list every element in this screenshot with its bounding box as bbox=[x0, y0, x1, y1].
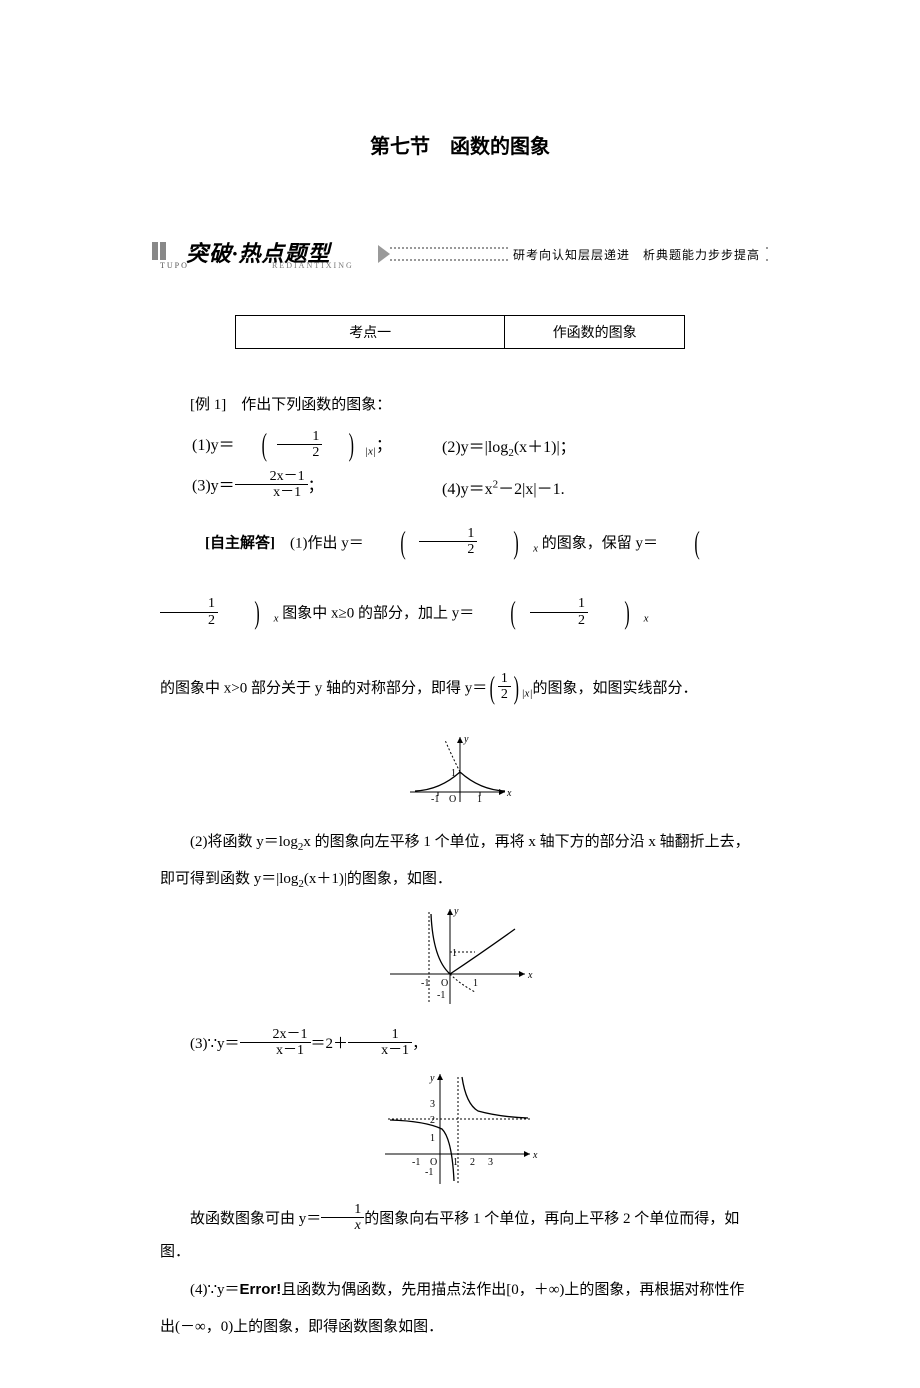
answer-2b: 即可得到函数 y＝|log2(x＋1)|的图象，如图． bbox=[160, 863, 760, 896]
topic-col-1: 考点一 bbox=[236, 316, 505, 349]
frac-num: 1 bbox=[321, 1202, 364, 1218]
p4-tail: －2|x|－1. bbox=[498, 481, 564, 498]
a1-a: (1)作出 y＝ bbox=[275, 535, 364, 551]
tick-p1: 1 bbox=[473, 978, 478, 989]
table-row: 考点一 作函数的图象 bbox=[236, 316, 685, 349]
origin-label: O bbox=[441, 978, 448, 989]
frac-num: 1 bbox=[419, 526, 477, 542]
banner-main-a: 突破 bbox=[186, 241, 232, 266]
frac-num: 1 bbox=[277, 429, 322, 445]
a2-c: 即可得到函数 y＝|log bbox=[160, 871, 298, 887]
frac-den: 2 bbox=[530, 613, 588, 628]
a2-d: (x＋1)|的图象，如图． bbox=[304, 871, 452, 887]
figure-1: x y O -1 1 1 bbox=[405, 732, 515, 812]
exp-x: x bbox=[644, 613, 649, 625]
exp-absx: |x| bbox=[522, 687, 533, 699]
frac-num: 1 bbox=[160, 596, 218, 612]
frac-num: 1 bbox=[348, 1027, 412, 1043]
axis-x-label: x bbox=[506, 788, 512, 799]
tick-y3: 3 bbox=[430, 1099, 435, 1110]
exp-absx: |x| bbox=[365, 445, 376, 457]
page-title: 第七节 函数的图象 bbox=[160, 130, 760, 159]
tick-ym1: -1 bbox=[425, 1167, 433, 1178]
axis-y-label: y bbox=[453, 906, 459, 917]
axis-y-label: y bbox=[429, 1073, 435, 1084]
example-intro: [例 1] 作出下列函数的图象： bbox=[160, 389, 760, 422]
p2-prefix: (2)y＝|log bbox=[442, 439, 508, 456]
frac-num: 2x－1 bbox=[240, 1027, 311, 1043]
banner-pinyin-1: TUPO bbox=[160, 261, 189, 270]
a4-a: (4)∵y＝ bbox=[190, 1282, 240, 1298]
a2-a: (2)将函数 y＝log bbox=[190, 834, 298, 850]
frac-den: x－1 bbox=[240, 1043, 311, 1058]
figure-2: x y O -1 1 1 -1 bbox=[385, 904, 535, 1014]
tick-x3: 3 bbox=[488, 1157, 493, 1168]
p3-den: x－1 bbox=[235, 485, 308, 500]
tick-m1: -1 bbox=[421, 978, 429, 989]
a4-c: 出(－∞，0)上的图象，即得函数图象如图． bbox=[160, 1319, 443, 1335]
a4-b: 且函数为偶函数，先用描点法作出[0，＋∞)上的图象，再根据对称性作 bbox=[281, 1282, 744, 1298]
a1-b: 的图象，保留 y＝ bbox=[538, 535, 658, 551]
tick-y1: 1 bbox=[452, 948, 457, 959]
frac-den: x bbox=[321, 1218, 364, 1233]
tick-x2: 2 bbox=[470, 1157, 475, 1168]
p2-tail: (x＋1)|； bbox=[514, 439, 576, 456]
p1-suffix: ； bbox=[376, 437, 392, 454]
frac-den: x－1 bbox=[348, 1043, 412, 1058]
banner-right-text: 研考向认知层层递进 析典题能力步步提高 bbox=[509, 246, 764, 263]
axis-x-label: x bbox=[527, 970, 533, 981]
answer-3-conclusion: 故函数图象可由 y＝1x的图象向右平移 1 个单位，再向上平移 2 个单位而得，… bbox=[160, 1203, 760, 1269]
answer-1b: 的图象中 x>0 部分关于 y 轴的对称部分，即得 y＝(12)|x|的图象，如… bbox=[160, 654, 760, 724]
p3-prefix: (3)y＝ bbox=[192, 478, 235, 495]
banner-decor bbox=[152, 242, 168, 260]
axis-y-label: y bbox=[463, 734, 469, 745]
a3c-a: 故函数图象可由 y＝ bbox=[190, 1211, 321, 1227]
tick-ym1: -1 bbox=[437, 990, 445, 1001]
problem-row-2: (3)y＝2x－1x－1； (4)y＝x2－2|x|－1. bbox=[160, 471, 760, 503]
a1-d: 的图象中 x>0 部分关于 y 轴的对称部分，即得 y＝ bbox=[160, 680, 487, 696]
banner-pinyin-2: REDIANTIXING bbox=[272, 261, 354, 270]
tick-xm1: -1 bbox=[412, 1157, 420, 1168]
a1-e: 的图象，如图实线部分． bbox=[532, 680, 697, 696]
answer-4b: 出(－∞，0)上的图象，即得函数图象如图． bbox=[160, 1311, 760, 1344]
a3-tail: ， bbox=[412, 1036, 427, 1052]
a3-b: ＝2＋ bbox=[311, 1036, 349, 1052]
topic-col-2: 作函数的图象 bbox=[505, 316, 685, 349]
error-text: Error! bbox=[240, 1281, 282, 1298]
answer-label: [自主解答] bbox=[205, 535, 275, 551]
figure-3: x y O -1 -1 1 1 2 3 2 3 bbox=[380, 1069, 540, 1189]
tick-x1: 1 bbox=[453, 1157, 458, 1168]
origin-label: O bbox=[449, 794, 456, 805]
p3-num: 2x－1 bbox=[235, 469, 308, 485]
p1-prefix: (1)y＝ bbox=[192, 437, 235, 454]
answer-1: [自主解答] (1)作出 y＝(12)x 的图象，保留 y＝(12)x 图象中 … bbox=[160, 509, 760, 650]
p4-prefix: (4)y＝x bbox=[442, 481, 493, 498]
frac-den: 2 bbox=[498, 687, 511, 702]
frac-den: 2 bbox=[419, 542, 477, 557]
a2-b: x 的图象向左平移 1 个单位，再将 x 轴下方的部分沿 x 轴翻折上去， bbox=[303, 834, 749, 850]
example-intro-text: 作出下列函数的图象： bbox=[226, 397, 391, 413]
banner-arrow-icon bbox=[378, 245, 390, 263]
a1-c: 图象中 x≥0 的部分，加上 y＝ bbox=[279, 606, 475, 622]
a3-a: (3)∵y＝ bbox=[190, 1036, 240, 1052]
section-banner: 突破·热点题型 TUPO REDIANTIXING 研考向认知层层递进 析典题能… bbox=[160, 239, 760, 275]
problem-row-1: (1)y＝(12)|x|； (2)y＝|log2(x＋1)|； bbox=[160, 428, 760, 465]
frac-den: 2 bbox=[277, 445, 322, 460]
answer-2: (2)将函数 y＝log2x 的图象向左平移 1 个单位，再将 x 轴下方的部分… bbox=[160, 826, 760, 859]
p3-suffix: ； bbox=[308, 478, 324, 495]
answer-4: (4)∵y＝Error!且函数为偶函数，先用描点法作出[0，＋∞)上的图象，再根… bbox=[160, 1273, 760, 1307]
axis-x-label: x bbox=[532, 1150, 538, 1161]
topic-table: 考点一 作函数的图象 bbox=[235, 315, 685, 349]
answer-3: (3)∵y＝2x－1x－1＝2＋1x－1， bbox=[160, 1028, 760, 1061]
tick-y1: 1 bbox=[430, 1133, 435, 1144]
frac-num: 1 bbox=[530, 596, 588, 612]
frac-num: 1 bbox=[498, 671, 511, 687]
example-label: [例 1] bbox=[190, 397, 226, 413]
frac-den: 2 bbox=[160, 613, 218, 628]
